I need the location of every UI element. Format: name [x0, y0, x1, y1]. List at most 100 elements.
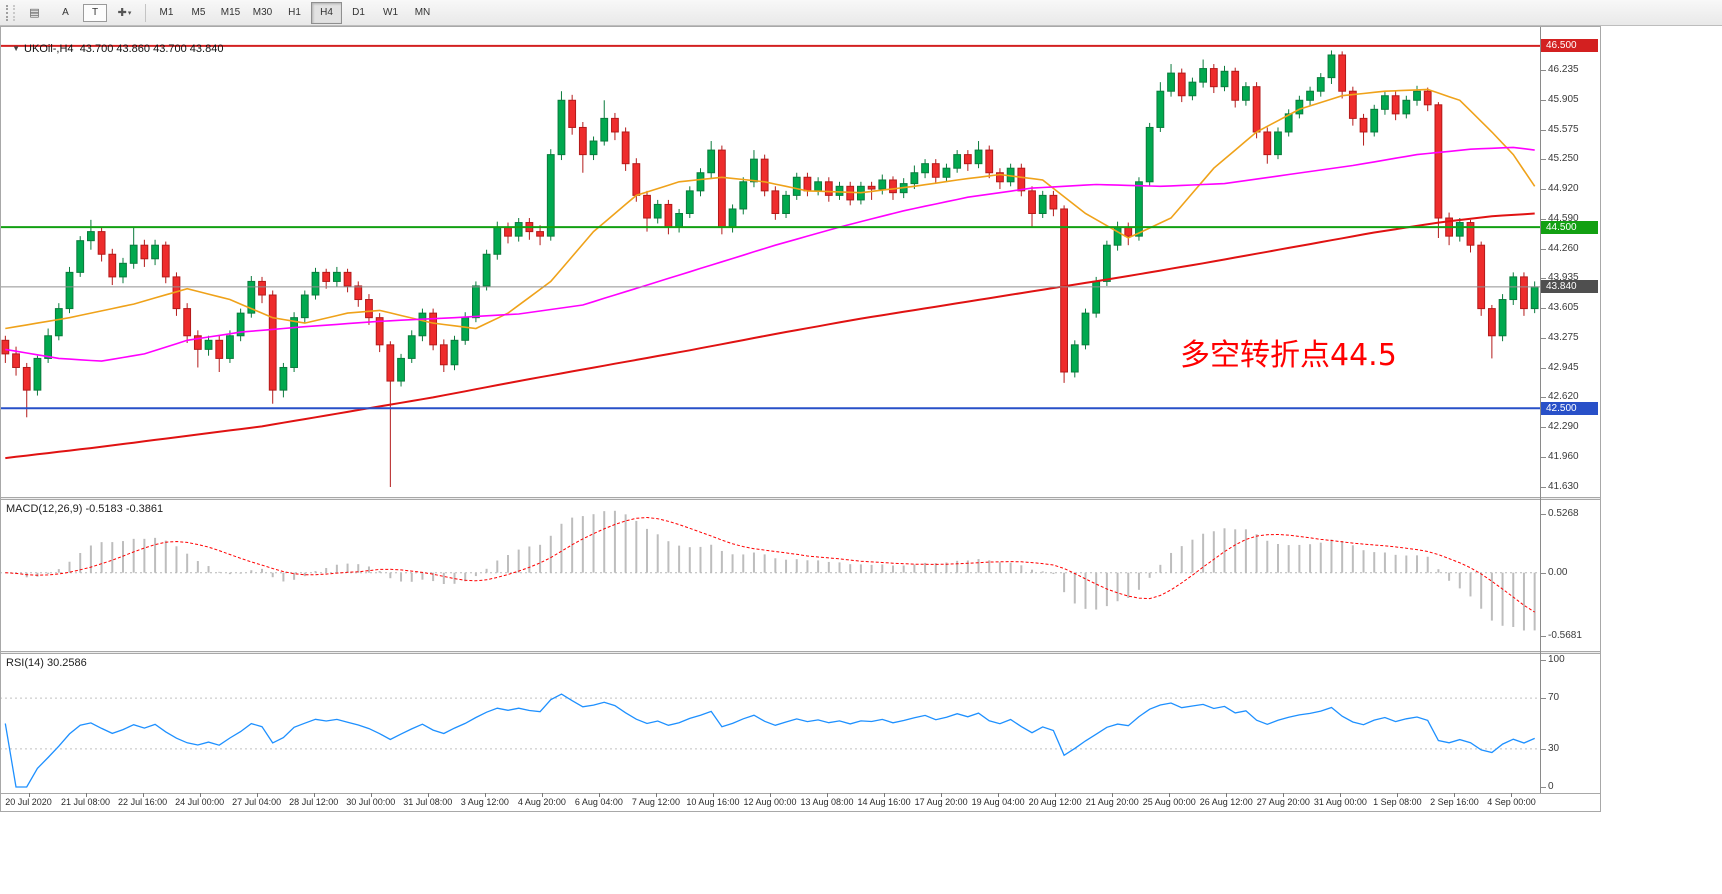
toolbar-tools-group: ▤ A T ✚ ▾ [19, 2, 140, 24]
price-tick-41.630: 41.630 [1540, 481, 1579, 493]
time-label: 31 Aug 00:00 [1313, 797, 1367, 807]
time-tick [884, 793, 886, 797]
text-a-button[interactable]: A [50, 2, 81, 24]
price-tick-44.260: 44.260 [1540, 242, 1579, 254]
time-tick [85, 793, 87, 797]
text-t-button[interactable]: T [83, 3, 107, 22]
ohlc-readout: 43.700 43.860 43.700 43.840 [79, 43, 224, 55]
time-label: 31 Jul 08:00 [403, 797, 453, 807]
price-badge-46.500: 46.500 [1541, 39, 1598, 53]
time-label: 26 Aug 12:00 [1199, 797, 1253, 807]
chart-annotation-text: 多空转折点44.5 [1180, 338, 1397, 373]
ma-slow-line [5, 212, 1535, 460]
rsi-line [4, 693, 1535, 788]
price-tick-42.945: 42.945 [1540, 361, 1579, 373]
time-tick [1169, 793, 1171, 797]
time-label: 17 Aug 20:00 [914, 797, 968, 807]
time-label: 27 Jul 04:00 [232, 797, 282, 807]
timeframe-m1-button[interactable]: M1 [159, 7, 174, 18]
time-label: 21 Aug 20:00 [1085, 797, 1139, 807]
macd-scale-0.5268: 0.5268 [1540, 507, 1579, 519]
timeframe-h4-button[interactable]: H4 [311, 1, 342, 24]
time-label: 22 Jul 16:00 [118, 797, 168, 807]
text-t-label: T [91, 7, 99, 18]
collapse-icon[interactable]: ▼ [12, 44, 21, 53]
macd-scale--0.5681: -0.5681 [1540, 630, 1582, 642]
time-label: 24 Jul 00:00 [175, 797, 225, 807]
rsi-scale-70: 70 [1539, 692, 1560, 704]
time-tick [827, 793, 829, 797]
timeframe-m15-button[interactable]: M15 [220, 7, 241, 18]
time-axis-border [0, 793, 1601, 794]
macd-signal-line [5, 516, 1535, 613]
time-label: 4 Aug 20:00 [517, 797, 566, 807]
price-chart-canvas[interactable] [0, 26, 1540, 497]
time-tick [484, 793, 486, 797]
timeframe-h1-button[interactable]: H1 [288, 7, 301, 18]
chart-grid-button[interactable]: ▤ [19, 2, 50, 24]
chart-header: ▼ UKOil-,H4 43.700 43.860 43.700 43.840 [6, 31, 223, 55]
price-tick-45.575: 45.575 [1540, 123, 1579, 135]
time-tick [370, 793, 372, 797]
timeframe-w1-button[interactable]: W1 [383, 7, 398, 18]
time-tick [142, 793, 144, 797]
time-label: 25 Aug 00:00 [1142, 797, 1196, 807]
time-tick [598, 793, 600, 797]
rsi-chart-canvas[interactable] [0, 654, 1540, 793]
price-tick-45.905: 45.905 [1540, 93, 1579, 105]
time-label: 19 Aug 04:00 [971, 797, 1025, 807]
time-label: 27 Aug 20:00 [1256, 797, 1310, 807]
time-label: 3 Aug 12:00 [460, 797, 509, 807]
price-tick-44.920: 44.920 [1540, 183, 1579, 195]
crosshair-button[interactable]: ✚ ▾ [109, 2, 140, 24]
top-toolbar: ▤ A T ✚ ▾ M1 M5 M15 M30 H1 H4 D1 W1 MN [0, 0, 1722, 26]
panel-separator[interactable] [0, 497, 1601, 500]
time-label: 20 Aug 12:00 [1028, 797, 1082, 807]
time-label: 10 Aug 16:00 [686, 797, 740, 807]
time-tick [1226, 793, 1228, 797]
price-tick-43.605: 43.605 [1540, 302, 1579, 314]
time-tick [28, 793, 30, 797]
time-label: 20 Jul 2020 [5, 797, 52, 807]
time-label: 12 Aug 00:00 [743, 797, 797, 807]
time-label: 13 Aug 08:00 [800, 797, 854, 807]
time-tick [655, 793, 657, 797]
time-tick [1511, 793, 1513, 797]
time-tick [313, 793, 315, 797]
timeframe-m30-button[interactable]: M30 [252, 7, 273, 18]
ma-fast-line [5, 88, 1536, 330]
time-label: 6 Aug 04:00 [574, 797, 623, 807]
rsi-scale-100: 100 [1540, 654, 1565, 665]
time-tick [1283, 793, 1285, 797]
time-label: 7 Aug 12:00 [631, 797, 680, 807]
time-tick [941, 793, 943, 797]
timeframe-d1-button[interactable]: D1 [352, 7, 365, 18]
time-tick [1397, 793, 1399, 797]
timeframe-group: M1 M5 M15 M30 H1 H4 D1 W1 MN [151, 1, 438, 24]
symbol-period-label: UKOil-,H4 [24, 43, 74, 55]
price-badge-44.500: 44.500 [1541, 220, 1598, 234]
text-a-label: A [62, 7, 69, 18]
price-tick-45.250: 45.250 [1540, 153, 1579, 165]
crosshair-icon: ✚ [117, 7, 127, 19]
candles-group [1, 50, 1539, 488]
time-label: 30 Jul 00:00 [346, 797, 396, 807]
toolbar-separator [145, 3, 146, 22]
time-tick [1055, 793, 1057, 797]
timeframe-mn-button[interactable]: MN [414, 7, 431, 18]
time-tick [1340, 793, 1342, 797]
time-tick [427, 793, 429, 797]
time-label: 28 Jul 12:00 [289, 797, 339, 807]
price-tick-41.960: 41.960 [1540, 451, 1579, 463]
macd-chart-canvas[interactable] [0, 500, 1540, 651]
macd-histogram [15, 510, 1536, 631]
timeframe-m5-button[interactable]: M5 [191, 7, 206, 18]
time-label: 21 Jul 08:00 [61, 797, 111, 807]
rsi-label: RSI(14) 30.2586 [6, 657, 87, 669]
toolbar-grip[interactable] [6, 4, 15, 21]
time-tick [712, 793, 714, 797]
chart-grid-icon: ▤ [29, 7, 40, 19]
price-badge-43.840: 43.840 [1541, 280, 1598, 294]
panel-separator[interactable] [0, 651, 1601, 654]
price-tick-44.590: 44.590 [1540, 212, 1579, 224]
